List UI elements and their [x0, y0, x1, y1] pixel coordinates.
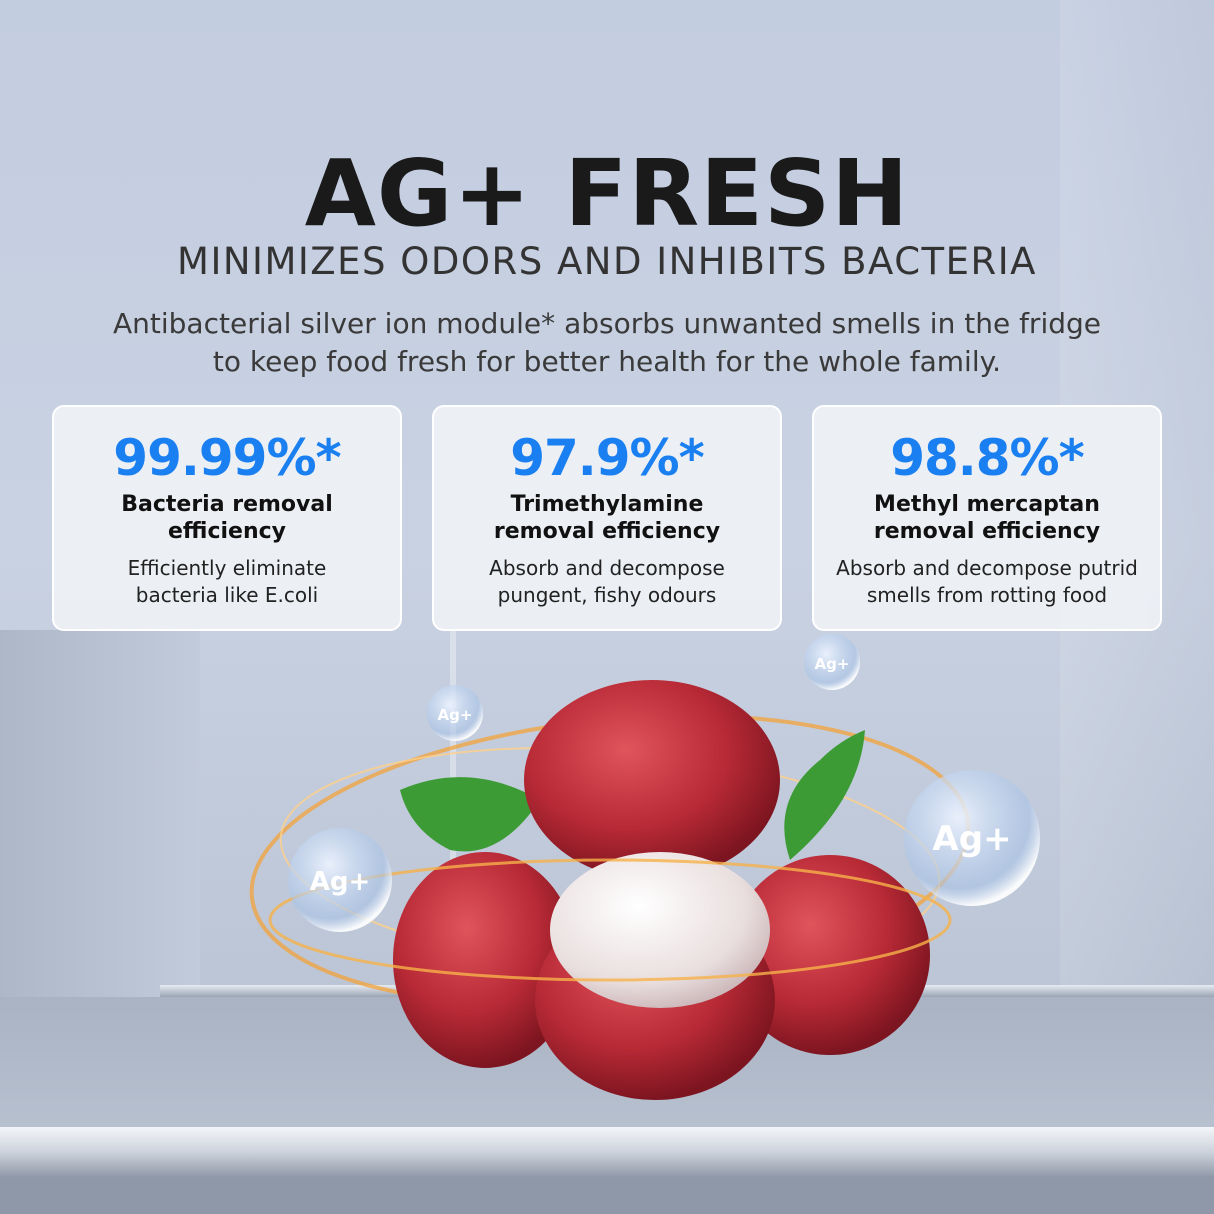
- ag-ion-bubble: Ag+: [288, 828, 392, 932]
- stat-body-line: Efficiently eliminate: [127, 556, 327, 580]
- stat-heading-line: efficiency: [167, 519, 286, 544]
- swirl-ring: [268, 858, 952, 982]
- ag-ion-bubble: Ag+: [904, 770, 1040, 906]
- stat-heading-line: removal efficiency: [493, 519, 721, 544]
- lychee: [524, 680, 780, 880]
- stat-card-trimethylamine: 97.9%* Trimethylamine removal efficiency …: [432, 405, 782, 631]
- page-subtitle: MINIMIZES ODORS AND INHIBITS BACTERIA: [177, 240, 1037, 283]
- stat-body: Absorb and decompose putrid smells from r…: [814, 555, 1160, 609]
- stat-body-line: smells from rotting food: [866, 583, 1108, 607]
- shelf-rail: [0, 1127, 1214, 1177]
- description-line: Antibacterial silver ion module* absorbs…: [113, 307, 1101, 340]
- svg-text:Ag+: Ag+: [815, 655, 850, 673]
- page-title: AG+ FRESH: [304, 140, 910, 247]
- stat-value: 99.99%*: [113, 429, 341, 487]
- stat-heading: Methyl mercaptan removal efficiency: [814, 491, 1160, 545]
- lychee-illustration: Ag+ Ag+ Ag+ Ag+: [249, 634, 1040, 1100]
- stat-heading-line: removal efficiency: [873, 519, 1101, 544]
- description: Antibacterial silver ion module* absorbs…: [60, 305, 1154, 381]
- lower-compartment: [0, 1177, 1214, 1214]
- leaf: [784, 730, 865, 860]
- stat-body-line: bacteria like E.coli: [135, 583, 319, 607]
- stat-heading: Trimethylamine removal efficiency: [434, 491, 780, 545]
- stat-heading-line: Methyl mercaptan: [874, 492, 1100, 517]
- stat-value: 98.8%*: [890, 429, 1085, 487]
- stat-body-line: Absorb and decompose putrid: [836, 556, 1138, 580]
- stat-card-bacteria: 99.99%* Bacteria removal efficiency Effic…: [52, 405, 402, 631]
- fridge-wall-left: [0, 630, 200, 1030]
- peeled-lychee: [550, 852, 770, 1008]
- lychee: [393, 852, 577, 1068]
- stat-body: Efficiently eliminate bacteria like E.col…: [54, 555, 400, 609]
- stat-heading-line: Bacteria removal: [121, 492, 333, 517]
- stat-card-methyl-mercaptan: 98.8%* Methyl mercaptan removal efficienc…: [812, 405, 1162, 631]
- svg-text:Ag+: Ag+: [310, 867, 371, 897]
- stat-value: 97.9%*: [510, 429, 705, 487]
- stat-body-line: Absorb and decompose: [489, 556, 725, 580]
- svg-text:Ag+: Ag+: [438, 706, 473, 724]
- ag-ion-bubble: Ag+: [804, 634, 860, 690]
- leaf: [400, 777, 540, 852]
- ag-ion-bubble: Ag+: [427, 685, 483, 741]
- stat-body-line: pungent, fishy odours: [497, 583, 717, 607]
- lychee: [730, 855, 930, 1055]
- stat-body: Absorb and decompose pungent, fishy odour…: [434, 555, 780, 609]
- stat-heading: Bacteria removal efficiency: [54, 491, 400, 545]
- svg-text:Ag+: Ag+: [932, 819, 1011, 859]
- stat-heading-line: Trimethylamine: [510, 492, 704, 517]
- description-line: to keep food fresh for better health for…: [212, 345, 1002, 378]
